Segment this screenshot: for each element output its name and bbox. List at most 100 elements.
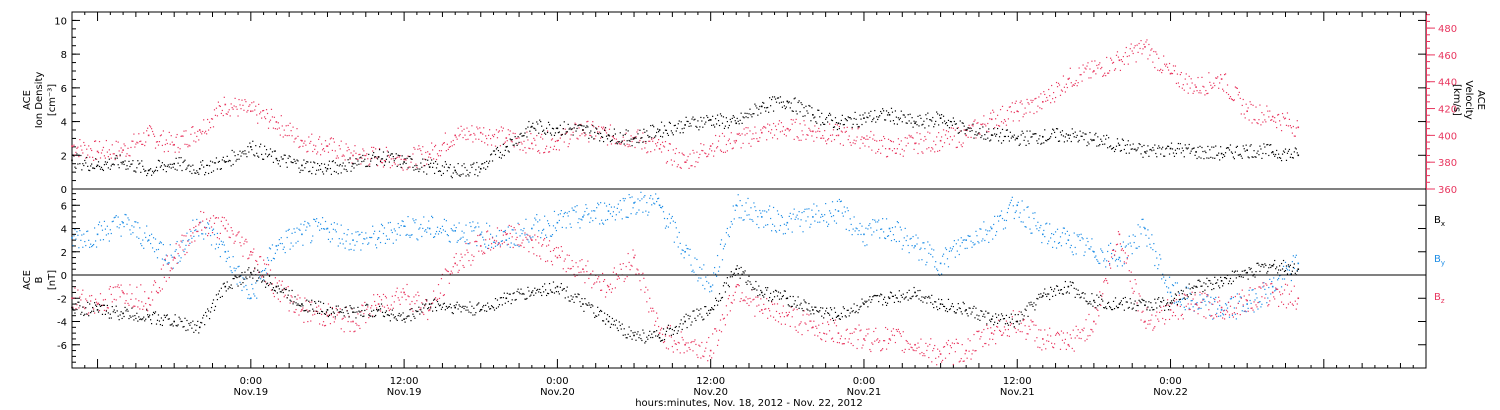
bz-sample xyxy=(865,335,867,337)
velocity-sample xyxy=(554,140,557,143)
bz-sample xyxy=(389,308,391,310)
velocity-sample xyxy=(156,141,159,143)
ion-density-sample xyxy=(509,138,511,140)
ion-density-sample xyxy=(1289,156,1292,158)
by-sample xyxy=(779,224,782,227)
by-sample xyxy=(136,236,138,238)
by-sample xyxy=(868,224,870,227)
velocity-sample xyxy=(244,99,246,101)
ion-density-sample xyxy=(155,166,158,168)
by-sample xyxy=(575,211,577,213)
ion-density-sample xyxy=(998,136,1001,138)
ion-density-sample xyxy=(1177,142,1179,145)
bz-sample xyxy=(664,335,667,337)
by-sample xyxy=(134,221,136,223)
by-sample xyxy=(672,220,674,222)
ion-density-sample xyxy=(1025,144,1027,146)
bz-sample xyxy=(775,310,778,313)
by-sample xyxy=(873,231,875,233)
bz-sample xyxy=(706,341,708,343)
bz-sample xyxy=(232,233,234,235)
ion-density-sample xyxy=(585,126,587,129)
bz-sample xyxy=(422,312,424,314)
by-sample xyxy=(1218,315,1220,317)
by-sample xyxy=(1009,202,1011,204)
velocity-sample xyxy=(87,154,89,156)
velocity-sample xyxy=(375,148,377,150)
bz-sample xyxy=(368,317,370,319)
ion-density-sample xyxy=(334,162,336,164)
bz-point xyxy=(735,285,738,288)
by-sample xyxy=(536,214,538,216)
velocity-sample xyxy=(1179,73,1181,76)
velocity-sample xyxy=(569,138,571,140)
ion-density-point xyxy=(837,122,840,125)
bz-sample xyxy=(828,330,831,332)
by-sample xyxy=(520,229,522,231)
ion-density-sample xyxy=(415,168,417,171)
velocity-sample xyxy=(835,134,838,137)
bz-sample xyxy=(756,305,758,307)
velocity-sample xyxy=(144,144,146,147)
bz-sample xyxy=(835,325,838,327)
bz-sample xyxy=(823,332,825,334)
velocity-sample xyxy=(1012,120,1014,122)
velocity-sample xyxy=(1104,72,1106,74)
bz-sample xyxy=(230,227,232,229)
ion-density-sample xyxy=(804,115,806,117)
ion-density-sample xyxy=(1102,143,1104,145)
by-sample xyxy=(1197,308,1199,310)
by-point xyxy=(582,216,584,218)
ion-density-sample xyxy=(846,120,848,122)
ion-density-sample xyxy=(94,158,97,160)
by-sample xyxy=(562,215,564,218)
velocity-sample xyxy=(376,165,379,167)
by-sample xyxy=(1255,293,1257,295)
ion-density-sample xyxy=(638,141,640,144)
ion-density-sample xyxy=(608,135,611,137)
bz-sample xyxy=(347,320,349,323)
velocity-sample xyxy=(104,157,107,159)
ion-density-sample xyxy=(913,120,915,122)
bz-sample xyxy=(189,228,191,231)
by-sample xyxy=(321,217,324,219)
velocity-sample xyxy=(1212,86,1214,88)
velocity-sample xyxy=(736,133,738,135)
by-sample xyxy=(521,232,523,235)
bz-sample xyxy=(101,304,104,306)
by-sample xyxy=(638,209,640,211)
ion-density-sample xyxy=(80,154,82,157)
velocity-sample xyxy=(1178,86,1180,88)
ion-density-sample xyxy=(588,137,590,139)
velocity-sample xyxy=(283,129,285,131)
ion-density-sample xyxy=(688,125,690,127)
by-sample xyxy=(517,222,519,224)
ion-density-point xyxy=(786,100,789,103)
velocity-sample xyxy=(362,148,364,150)
velocity-point xyxy=(888,147,891,150)
by-sample xyxy=(524,234,526,236)
ion-density-sample xyxy=(787,102,789,104)
velocity-sample xyxy=(1204,94,1206,96)
bz-sample xyxy=(231,230,233,232)
by-sample xyxy=(221,243,223,246)
ion-density-sample xyxy=(343,168,345,170)
bz-sample xyxy=(545,260,547,263)
by-sample xyxy=(1129,242,1131,244)
by-sample xyxy=(882,218,884,220)
by-sample xyxy=(802,231,804,233)
by-sample xyxy=(238,265,240,267)
bz-sample xyxy=(427,318,429,321)
velocity-sample xyxy=(85,157,87,159)
velocity-sample xyxy=(855,140,857,142)
by-sample xyxy=(118,227,120,229)
bz-sample xyxy=(314,313,316,315)
ion-density-sample xyxy=(1080,135,1082,137)
ion-density-sample xyxy=(490,153,493,155)
by-sample xyxy=(423,216,425,218)
ion-density-sample xyxy=(436,163,439,165)
ion-density-sample xyxy=(179,165,181,167)
ion-density-sample xyxy=(1263,143,1265,145)
ion-density-sample xyxy=(1278,153,1280,155)
by-sample xyxy=(1201,301,1203,304)
